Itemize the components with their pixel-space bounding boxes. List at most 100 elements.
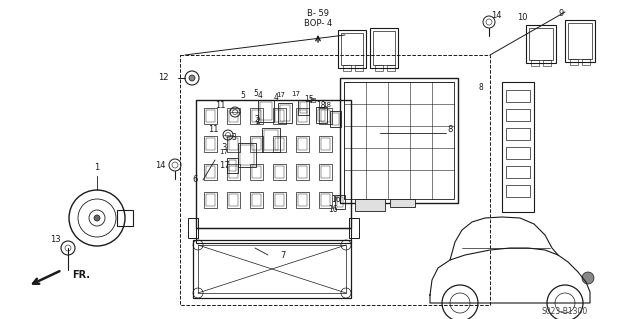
Bar [506,166,530,178]
Bar [565,20,595,62]
Bar [206,110,215,122]
Text: 2: 2 [255,117,260,127]
Text: 16: 16 [328,205,338,214]
Bar [321,166,330,178]
Bar [319,136,332,152]
Bar [531,60,539,66]
Text: 11: 11 [208,125,218,135]
Bar [506,109,530,121]
Bar [321,110,330,122]
Bar [227,136,240,152]
Bar [344,82,454,199]
Bar [275,110,284,122]
Bar [206,166,215,178]
Text: 17: 17 [276,92,285,98]
Text: 10: 10 [516,13,527,23]
Bar [117,210,133,226]
Bar [252,110,261,122]
Bar [196,228,351,243]
Text: 7: 7 [280,250,285,259]
Bar [229,166,238,178]
Text: 12: 12 [157,73,168,83]
Bar [319,192,332,208]
Bar [264,130,278,150]
Text: 13: 13 [50,235,60,244]
Text: 15: 15 [304,95,314,105]
Bar [250,192,263,208]
Bar [296,136,309,152]
Bar [526,25,556,63]
Bar [252,194,261,206]
Bar [204,192,217,208]
Bar [502,82,534,212]
Bar [390,199,415,207]
Text: 2: 2 [255,115,259,124]
Text: B- 59: B- 59 [307,10,329,19]
Bar [318,109,325,121]
Text: 18: 18 [323,102,332,108]
Bar [206,138,215,150]
Bar [204,164,217,180]
Text: FR.: FR. [72,270,90,280]
Text: 4: 4 [257,91,262,100]
Bar [229,110,238,122]
Bar [180,55,490,305]
Bar [296,164,309,180]
Bar [296,192,309,208]
Bar [198,245,346,293]
Bar [319,164,332,180]
Text: 3: 3 [221,144,227,152]
Bar [204,136,217,152]
Text: 5: 5 [241,91,245,100]
Bar [337,197,343,207]
Bar [316,107,327,123]
Bar [319,108,332,124]
Bar [238,143,256,167]
Bar [506,128,530,140]
Bar [273,192,286,208]
Bar [375,65,383,71]
Bar [262,128,280,152]
Bar [250,108,263,124]
Bar [321,194,330,206]
Bar [229,194,238,206]
Bar [529,28,553,60]
Text: 18: 18 [316,100,326,109]
Bar [229,138,238,150]
Bar [250,136,263,152]
Bar [229,160,236,171]
Bar [227,164,240,180]
Bar [273,136,286,152]
Bar [260,102,272,120]
Text: S023-B1300: S023-B1300 [542,307,588,315]
Text: BOP- 4: BOP- 4 [304,19,332,27]
Bar [341,33,363,65]
Bar [227,192,240,208]
Bar [330,111,341,127]
Bar [355,65,363,71]
Text: 6: 6 [192,175,198,184]
Bar [343,65,351,71]
Text: 16: 16 [331,196,341,204]
Bar [298,110,307,122]
Bar [240,145,254,165]
Text: 9: 9 [558,10,564,19]
Text: 8: 8 [447,125,452,135]
Circle shape [94,215,100,221]
Text: 11: 11 [215,100,225,109]
Text: 17: 17 [291,91,301,97]
Text: 4: 4 [273,93,278,101]
Bar [300,102,307,113]
Bar [258,100,274,122]
Bar [298,194,307,206]
Text: 1: 1 [94,164,100,173]
Bar [206,194,215,206]
Bar [252,138,261,150]
Text: 5: 5 [253,90,259,99]
Bar [340,78,458,203]
Bar [568,23,592,59]
Circle shape [189,75,195,81]
Bar [250,164,263,180]
Text: 14: 14 [155,160,165,169]
Text: 15: 15 [308,98,317,104]
